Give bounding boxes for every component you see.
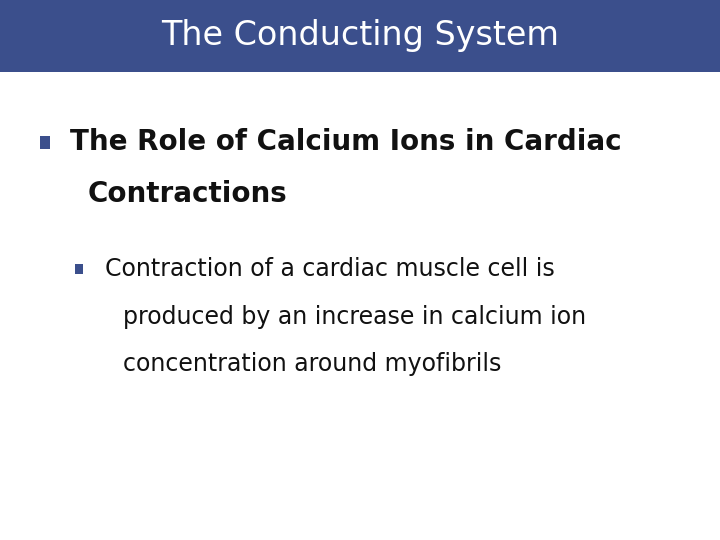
Text: produced by an increase in calcium ion: produced by an increase in calcium ion [123, 305, 586, 329]
Text: Contraction of a cardiac muscle cell is: Contraction of a cardiac muscle cell is [105, 257, 554, 281]
Bar [75, 264, 83, 274]
Text: Contractions: Contractions [88, 180, 288, 208]
Bar [0, 0, 720, 72]
Text: The Conducting System: The Conducting System [161, 19, 559, 52]
Text: The Role of Calcium Ions in Cardiac: The Role of Calcium Ions in Cardiac [70, 128, 621, 156]
Text: concentration around myofibrils: concentration around myofibrils [123, 352, 501, 376]
Bar [40, 136, 50, 148]
